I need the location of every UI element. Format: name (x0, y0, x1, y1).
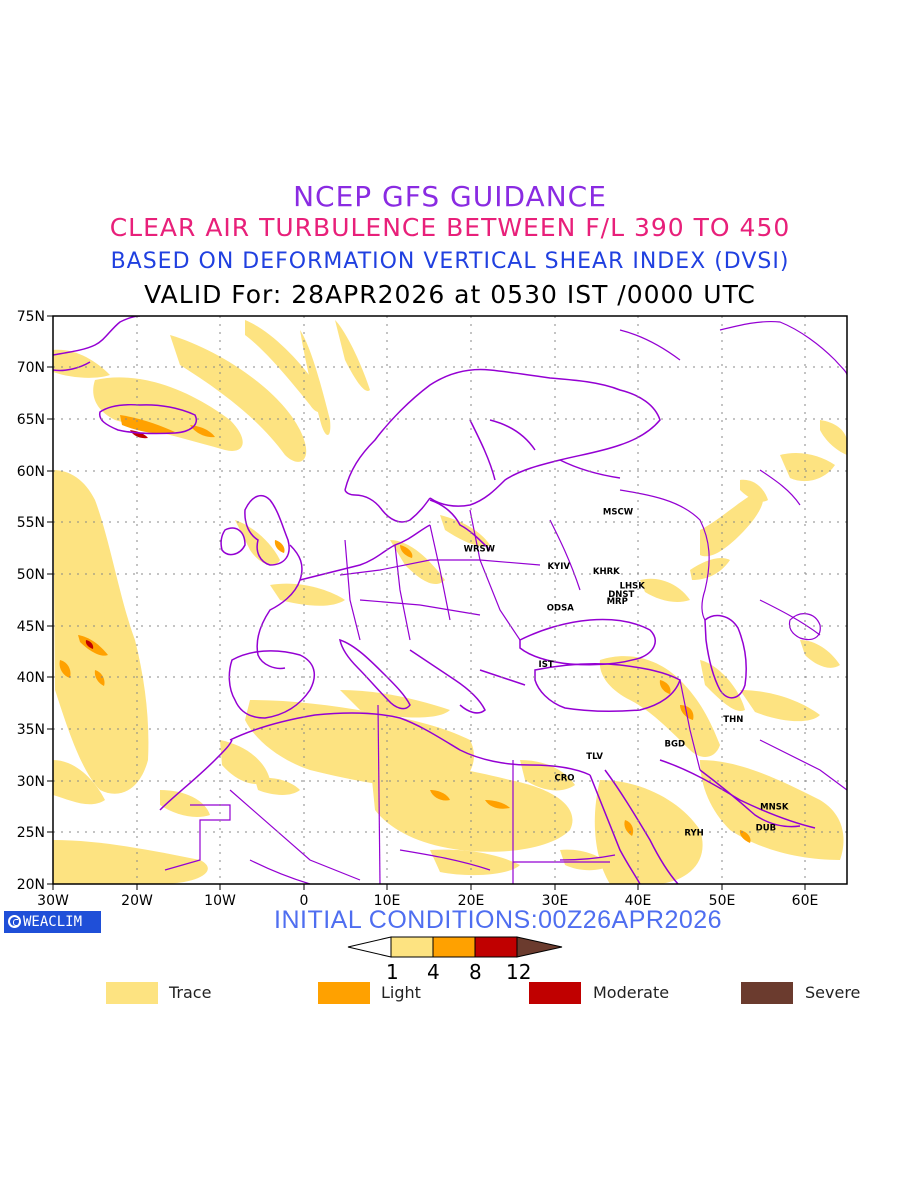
colorbar (347, 936, 563, 958)
legend-label: Moderate (593, 983, 670, 1002)
city-label: KYIV (547, 562, 570, 572)
graticule (53, 316, 847, 884)
coastlines-and-borders (53, 316, 847, 884)
colorbar-tick-label: 4 (427, 960, 440, 984)
valid-time: VALID For: 28APR2026 at 0530 IST /0000 U… (144, 280, 756, 309)
city-label: IST (539, 660, 554, 670)
colorbar-severe (516, 936, 563, 958)
weaclim-label: WEACLIM (23, 914, 83, 930)
legend-swatch (318, 982, 370, 1004)
city-label: DUB (756, 823, 776, 833)
city-label: BGD (665, 740, 686, 750)
light-turbulence-areas (59, 415, 751, 843)
colorbar-trace (390, 936, 434, 958)
legend-swatch (529, 982, 581, 1004)
lat-label: 50N (17, 567, 45, 583)
lon-label: 20E (458, 893, 485, 909)
lat-label: 40N (17, 670, 45, 686)
legend-label: Light (381, 983, 421, 1002)
lon-label: 20W (121, 893, 153, 909)
legend-label: Severe (805, 983, 861, 1002)
colorbar-light (432, 936, 476, 958)
colorbar-moderate (474, 936, 518, 958)
lon-label: 30W (37, 893, 69, 909)
lon-label: 10E (374, 893, 401, 909)
city-label: KHRK (593, 567, 620, 577)
colorbar-tick-label: 12 (506, 960, 532, 984)
city-label: MNSK (760, 803, 789, 813)
lon-label: 10W (204, 893, 236, 909)
lat-label: 35N (17, 722, 45, 738)
lat-label: 45N (17, 619, 45, 635)
initial-conditions: INITIAL CONDITIONS:00Z26APR2026 (274, 906, 723, 934)
lon-label: 60E (792, 893, 819, 909)
title-line-2: CLEAR AIR TURBULENCE BETWEEN F/L 390 TO … (109, 213, 791, 242)
city-label: RYH (684, 829, 703, 839)
axis-ticks (47, 315, 806, 890)
lon-label: 50E (709, 893, 736, 909)
lon-label: 30E (542, 893, 569, 909)
trace-turbulence-areas (53, 320, 847, 884)
city-label: LHSK (620, 582, 646, 592)
lat-label: 20N (17, 877, 45, 893)
lon-label: 40E (625, 893, 652, 909)
lon-label: 0 (300, 893, 309, 909)
lat-label: 75N (17, 309, 45, 325)
city-label: THN (723, 715, 743, 725)
city-label: ODSA (547, 603, 574, 613)
title-line-3: BASED ON DEFORMATION VERTICAL SHEAR INDE… (110, 249, 790, 274)
lat-label: 70N (17, 360, 45, 376)
city-label: MSCW (603, 507, 634, 517)
colorbar-below-min (347, 936, 392, 958)
city-label: WRSW (464, 545, 496, 555)
legend-swatch (106, 982, 158, 1004)
lat-label: 30N (17, 774, 45, 790)
city-label: TLV (586, 752, 603, 762)
lat-label: 65N (17, 412, 45, 428)
lat-label: 25N (17, 825, 45, 841)
weaclim-logo-icon (8, 915, 21, 928)
colorbar-tick-label: 8 (469, 960, 482, 984)
city-label: DNST (608, 590, 634, 600)
lat-label: 60N (17, 464, 45, 480)
legend-swatch (741, 982, 793, 1004)
city-label: MRP (607, 597, 628, 607)
map-frame (52, 315, 848, 885)
lat-label: 55N (17, 515, 45, 531)
title-line-1: NCEP GFS GUIDANCE (293, 180, 607, 213)
city-label: CRO (554, 774, 574, 784)
weaclim-badge: WEACLIM (4, 911, 101, 933)
colorbar-tick-label: 1 (386, 960, 399, 984)
longitude-labels: 30W 20W 10W 0 10E 20E 30E 40E 50E 60E (37, 893, 818, 909)
latitude-labels: 75N 70N 65N 60N 55N 50N 45N 40N 35N 30N … (17, 309, 45, 893)
legend-label: Trace (169, 983, 212, 1002)
